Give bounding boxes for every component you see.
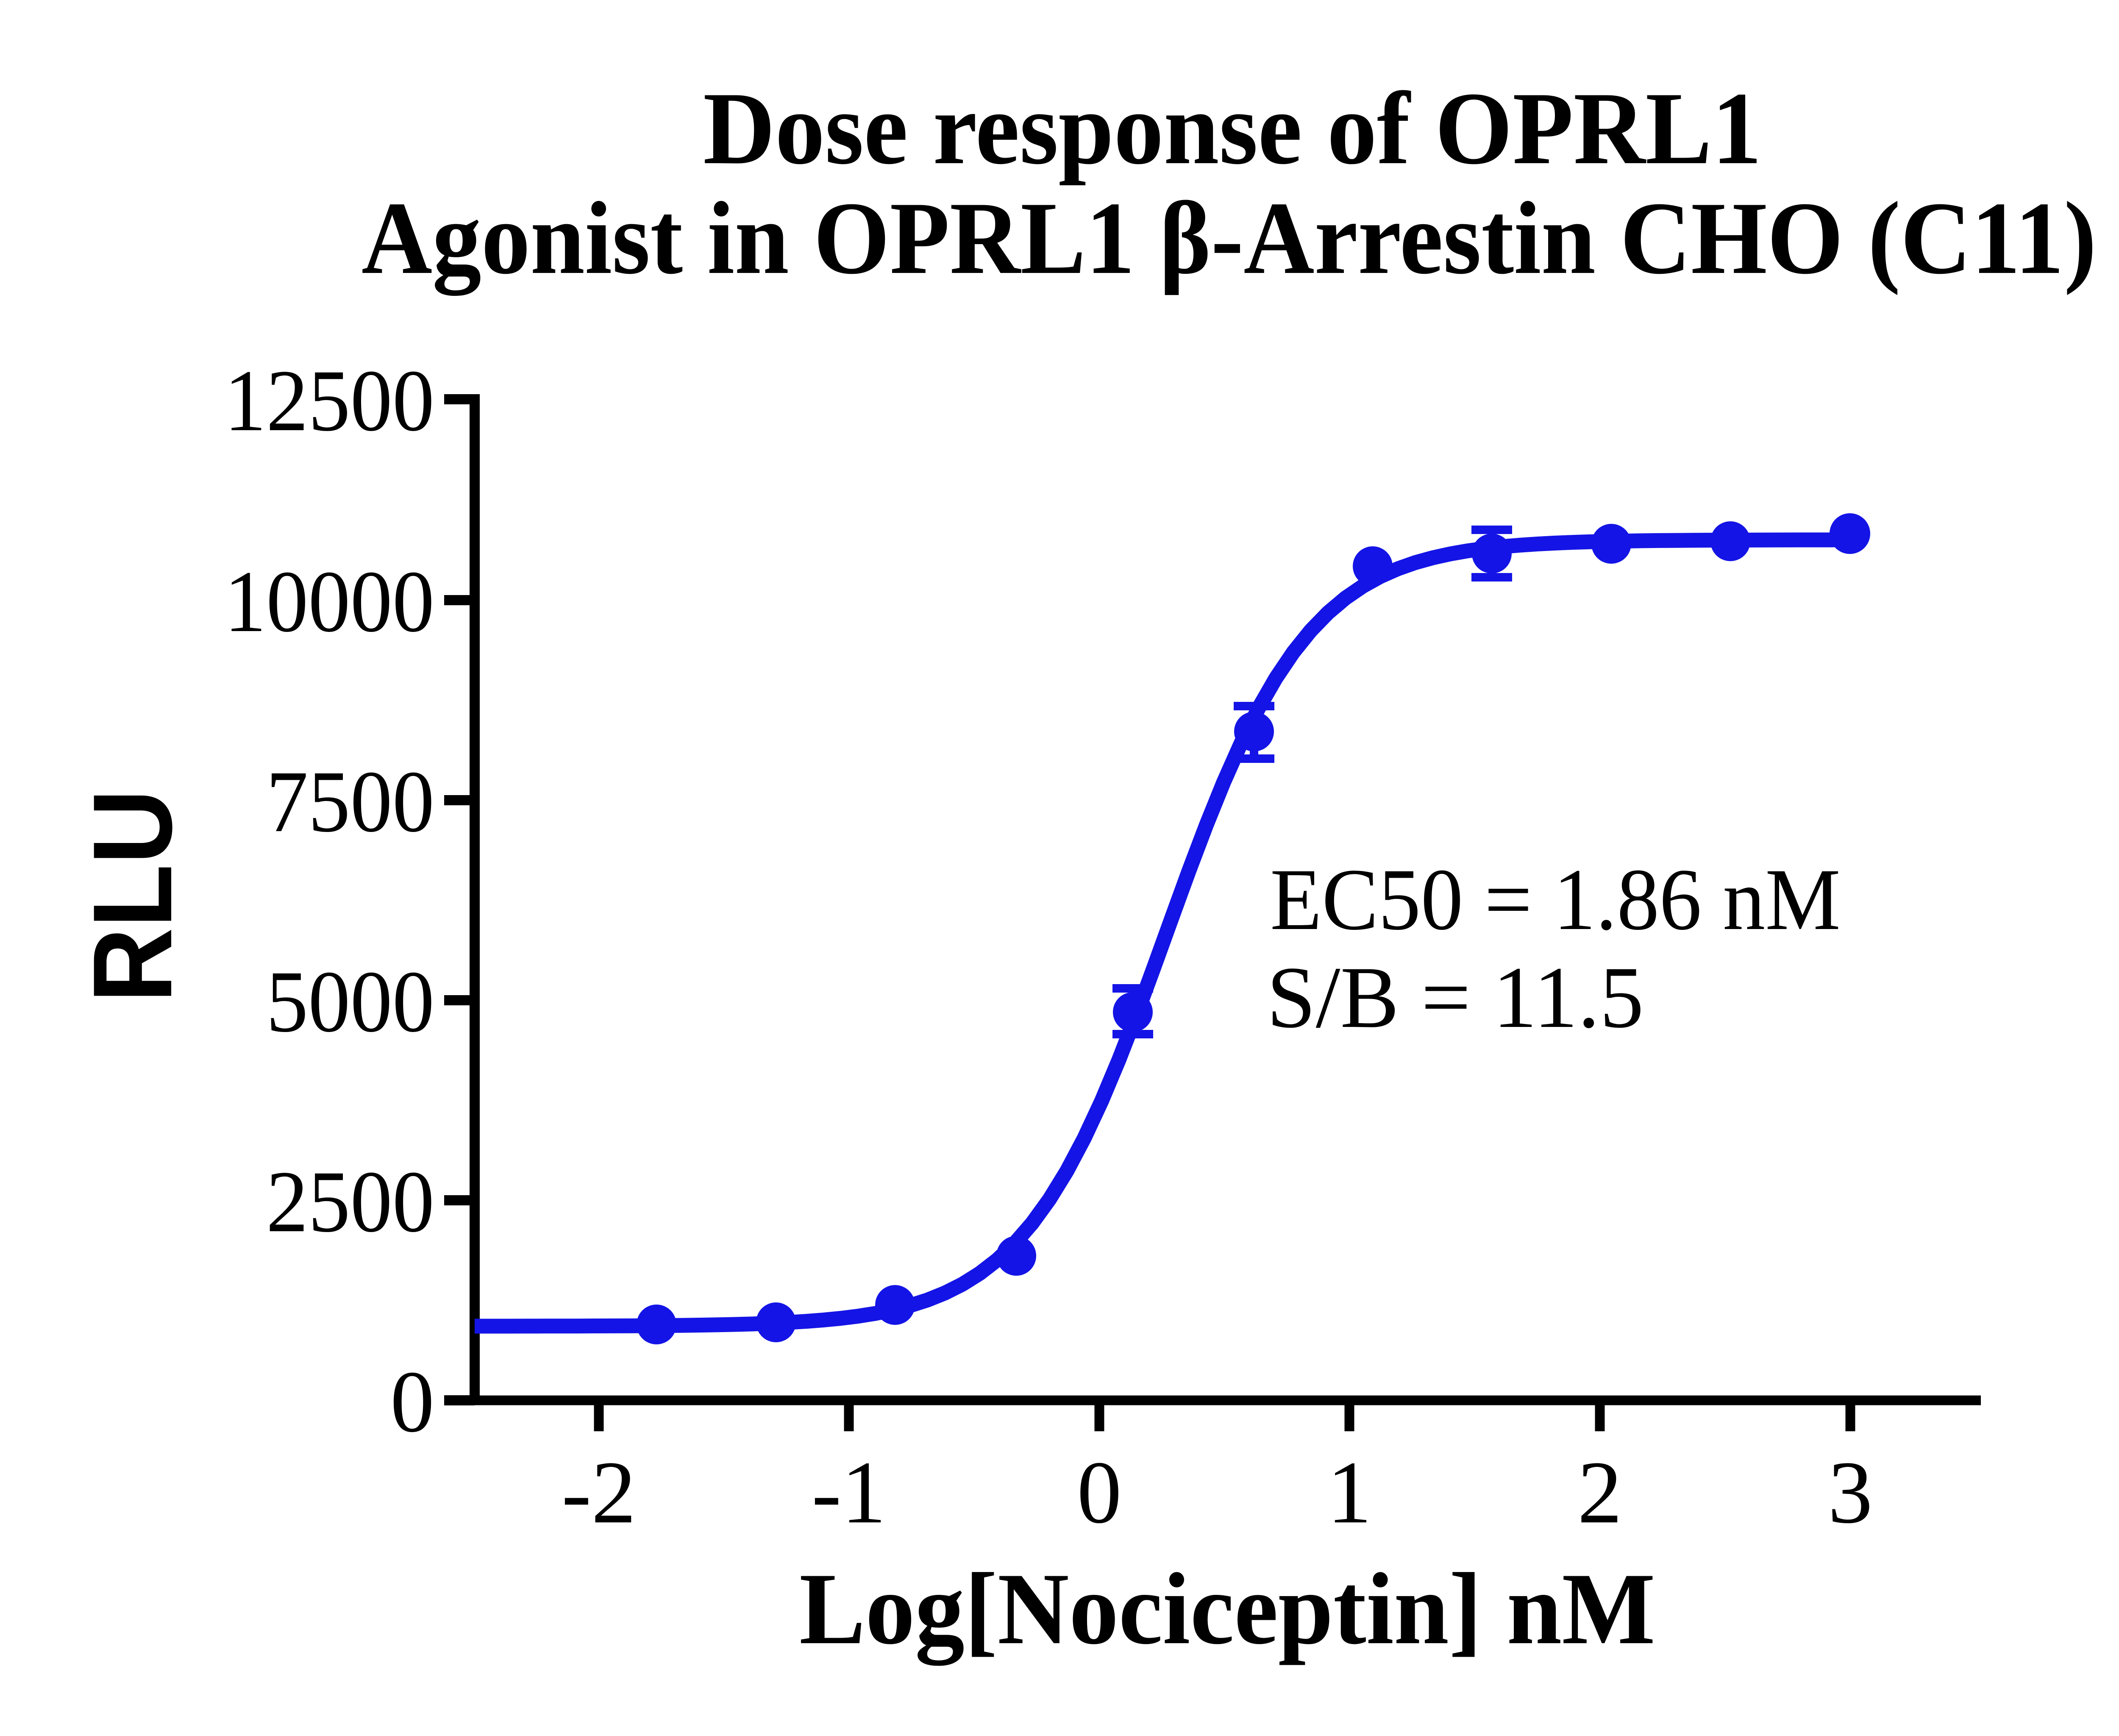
- svg-text:-2: -2: [562, 1443, 636, 1542]
- svg-text:10000: 10000: [224, 553, 434, 650]
- svg-text:0: 0: [390, 1353, 434, 1450]
- svg-text:0: 0: [1077, 1443, 1122, 1542]
- svg-text:Dose response of OPRL1: Dose response of OPRL1: [703, 71, 1762, 186]
- svg-text:-1: -1: [812, 1443, 886, 1542]
- svg-text:12500: 12500: [224, 352, 434, 449]
- svg-text:2500: 2500: [266, 1153, 434, 1250]
- svg-text:RLU: RLU: [70, 789, 195, 1003]
- svg-text:1: 1: [1327, 1443, 1372, 1542]
- svg-text:2: 2: [1577, 1443, 1622, 1542]
- svg-text:7500: 7500: [266, 753, 434, 850]
- svg-text:5000: 5000: [266, 953, 434, 1050]
- svg-text:EC50 = 1.86 nM: EC50 = 1.86 nM: [1270, 851, 1841, 948]
- svg-text:S/B = 11.5: S/B = 11.5: [1267, 949, 1644, 1046]
- svg-text:Log[Nociceptin] nM: Log[Nociceptin] nM: [799, 1552, 1655, 1666]
- svg-text:3: 3: [1828, 1443, 1873, 1542]
- svg-text:Agonist in OPRL1 β-Arrestin CH: Agonist in OPRL1 β-Arrestin CHO (C11): [362, 181, 2097, 296]
